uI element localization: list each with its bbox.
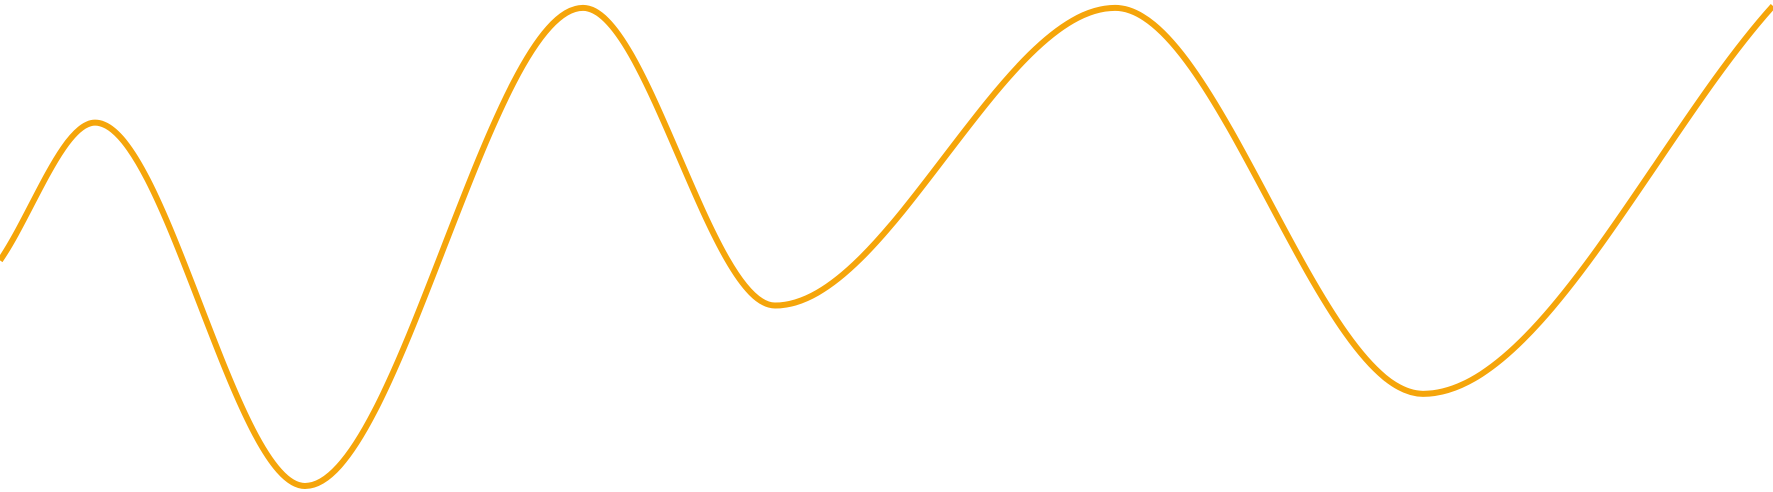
series-line	[0, 3, 1773, 489]
